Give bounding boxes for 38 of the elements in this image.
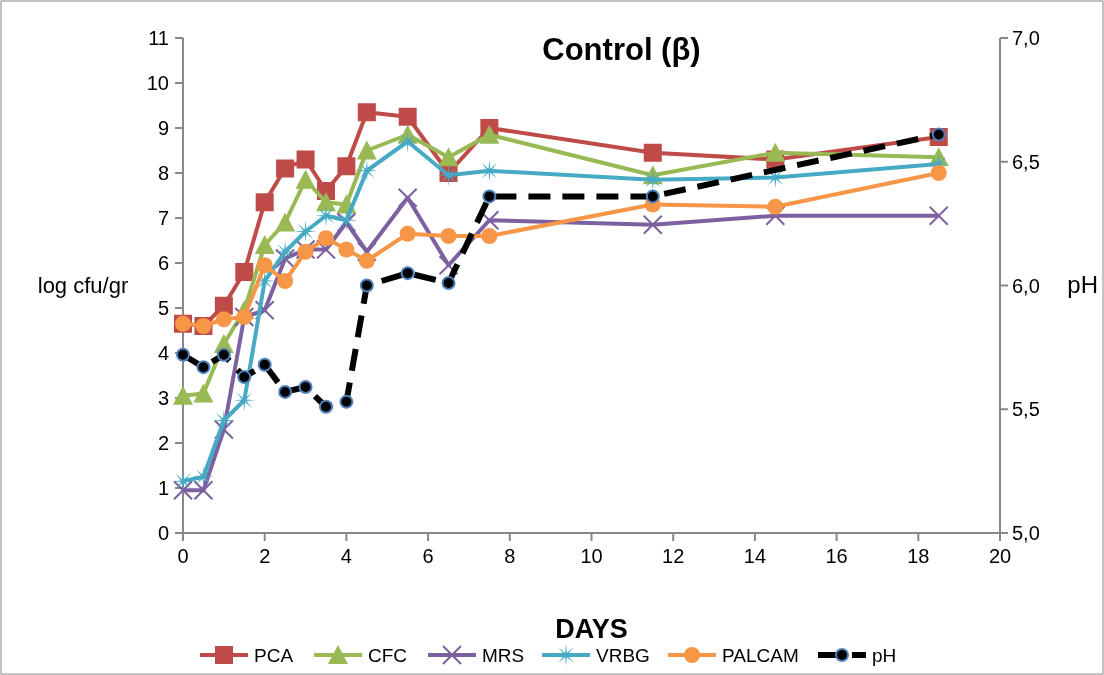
- x-tick-label: 18: [907, 545, 930, 567]
- legend-label: PALCAM: [722, 645, 799, 666]
- y2-tick-label: 5,0: [1012, 522, 1040, 544]
- x-tick-label: 6: [422, 545, 434, 567]
- x-tick-label: 2: [259, 545, 271, 567]
- x-axis-title: DAYS: [555, 614, 628, 644]
- y-tick-label: 1: [157, 477, 169, 499]
- y-tick-label: 10: [146, 72, 169, 94]
- x-tick-label: 10: [580, 545, 603, 567]
- legend-label: PCA: [254, 645, 294, 666]
- y-tick-label: 3: [157, 387, 169, 409]
- y2-tick-label: 6,5: [1012, 150, 1040, 173]
- legend-label: MRS: [482, 645, 525, 666]
- y-tick-label: 9: [157, 117, 169, 139]
- y-tick-label: 2: [157, 432, 169, 454]
- y2-tick-label: 5,5: [1012, 398, 1040, 421]
- x-tick-label: 4: [340, 545, 352, 567]
- legend-label: CFC: [368, 645, 408, 666]
- y-axis-title: log cfu/gr: [37, 273, 129, 298]
- y-tick-label: 5: [157, 297, 169, 319]
- legend-label: pH: [872, 645, 897, 666]
- y-tick-label: 11: [148, 27, 169, 49]
- y2-tick-label: 7,0: [1012, 27, 1040, 49]
- y2-tick-label: 6,0: [1012, 274, 1040, 297]
- x-tick-label: 0: [177, 545, 189, 567]
- y-tick-label: 0: [157, 522, 169, 544]
- y-tick-label: 7: [157, 207, 169, 229]
- x-tick-label: 14: [743, 545, 767, 567]
- y2-axis-title: pH: [1067, 271, 1098, 298]
- legend-label: VRBG: [596, 645, 650, 666]
- y-tick-label: 8: [157, 162, 169, 184]
- x-tick-label: 16: [825, 545, 848, 567]
- y-tick-label: 4: [157, 342, 169, 364]
- x-tick-label: 12: [662, 545, 685, 567]
- x-tick-label: 20: [988, 545, 1012, 567]
- y-tick-label: 6: [157, 252, 169, 274]
- chart-title: Control (β): [542, 32, 701, 67]
- x-tick-label: 8: [504, 545, 516, 567]
